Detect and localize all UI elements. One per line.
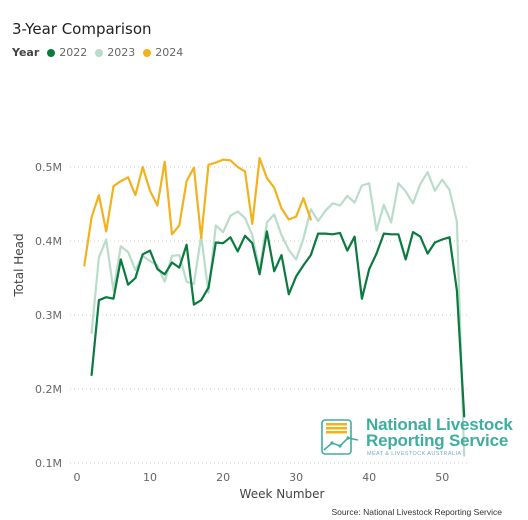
- nlrs-logo-icon: [321, 419, 359, 455]
- y-axis-ticks: 0.1M 0.2M 0.3M 0.4M 0.5M: [35, 161, 62, 470]
- x-tick-label: 0: [74, 471, 81, 484]
- legend-item-2022[interactable]: 2022: [47, 46, 87, 59]
- legend-item-2024[interactable]: 2024: [143, 46, 183, 59]
- x-axis-ticks: 0 10 20 30 40 50: [74, 471, 450, 484]
- y-tick-label: 0.3M: [35, 309, 62, 322]
- nlrs-logo: National Livestock Reporting Service MEA…: [321, 415, 513, 459]
- x-tick-label: 10: [143, 471, 157, 484]
- y-tick-label: 0.2M: [35, 383, 62, 396]
- x-tick-label: 50: [435, 471, 449, 484]
- legend-marker-2023: [95, 48, 104, 57]
- legend-label-2023: 2023: [107, 46, 136, 59]
- series-line-2024[interactable]: [83, 157, 312, 267]
- legend-marker-2022: [47, 48, 56, 57]
- y-axis-title: Total Head: [12, 233, 26, 297]
- source-note: Source: National Livestock Reporting Ser…: [331, 507, 502, 517]
- x-tick-label: 20: [216, 471, 230, 484]
- logo-text-line3: MEAT & LIVESTOCK AUSTRALIA: [367, 451, 462, 457]
- legend-marker-2024: [143, 48, 152, 57]
- legend-label-2024: 2024: [155, 46, 184, 59]
- y-tick-label: 0.1M: [35, 457, 62, 470]
- x-tick-label: 30: [289, 471, 303, 484]
- legend-title: Year: [12, 46, 40, 59]
- legend-label-2022: 2022: [59, 46, 88, 59]
- logo-text-line2: Reporting Service: [366, 431, 509, 450]
- logo-text-line1: National Livestock: [366, 415, 513, 434]
- legend: Year 2022 2023 2024: [12, 46, 191, 59]
- line-chart: 0.1M 0.2M 0.3M 0.4M 0.5M 0 10 20 30 40 50 Week Nu…: [12, 157, 470, 500]
- x-tick-label: 40: [362, 471, 376, 484]
- gridlines: [70, 166, 470, 464]
- y-tick-label: 0.5M: [35, 161, 62, 174]
- series-line-2023[interactable]: [90, 171, 466, 457]
- y-tick-label: 0.4M: [35, 235, 62, 248]
- x-axis-title: Week Number: [240, 487, 325, 500]
- series-lines: [83, 157, 466, 457]
- series-line-2022[interactable]: [90, 230, 466, 418]
- chart-title: 3-Year Comparison: [12, 20, 152, 38]
- legend-item-2023[interactable]: 2023: [95, 46, 135, 59]
